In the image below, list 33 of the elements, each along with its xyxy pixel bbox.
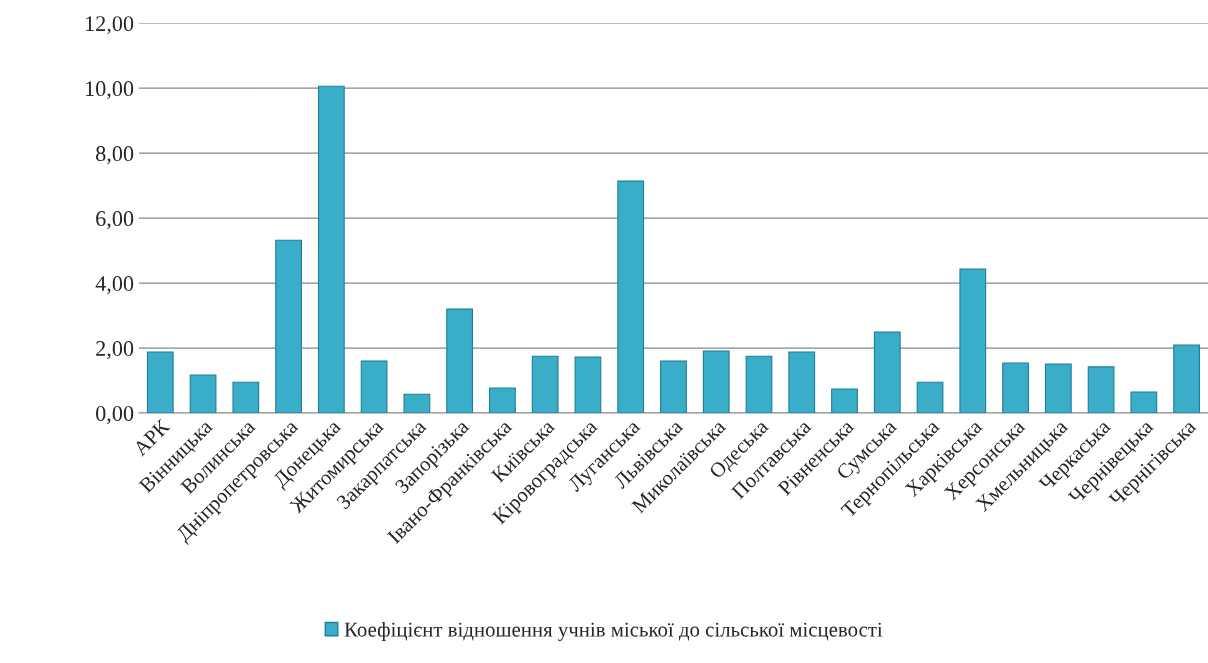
- bar: [1173, 344, 1201, 414]
- bar: [873, 331, 901, 414]
- bar: [1130, 391, 1158, 414]
- bar: [916, 381, 944, 414]
- bar: [317, 85, 345, 414]
- bar: [232, 381, 260, 414]
- bar: [146, 351, 174, 414]
- y-tick-label: 8,00: [96, 146, 134, 165]
- y-tick-label: 4,00: [95, 276, 134, 295]
- bar: [489, 387, 516, 414]
- bar: [660, 360, 687, 414]
- bar: [1087, 366, 1115, 414]
- y-tick-label: 2,00: [96, 341, 134, 360]
- bar: [1044, 363, 1072, 414]
- legend-label: Коефіцієнт відношення учнів міської до сільської місцевості: [344, 621, 883, 641]
- bar: [617, 180, 645, 414]
- bar: [1002, 362, 1029, 414]
- bar: [574, 356, 602, 414]
- bar: [831, 388, 858, 414]
- bar: [446, 308, 474, 414]
- bar: [403, 393, 431, 414]
- y-tick-label: 12,00: [86, 16, 134, 35]
- bar: [959, 268, 987, 414]
- bar: [189, 374, 217, 414]
- bar: [531, 355, 559, 414]
- bar: [275, 239, 302, 414]
- bar: [745, 355, 773, 414]
- y-tick-label: 0,00: [96, 405, 134, 425]
- y-tick-label: 6,00: [96, 211, 134, 230]
- y-tick-label: 10,00: [86, 81, 134, 100]
- bar: [702, 350, 730, 414]
- bar: [360, 360, 388, 414]
- bar: [788, 351, 816, 414]
